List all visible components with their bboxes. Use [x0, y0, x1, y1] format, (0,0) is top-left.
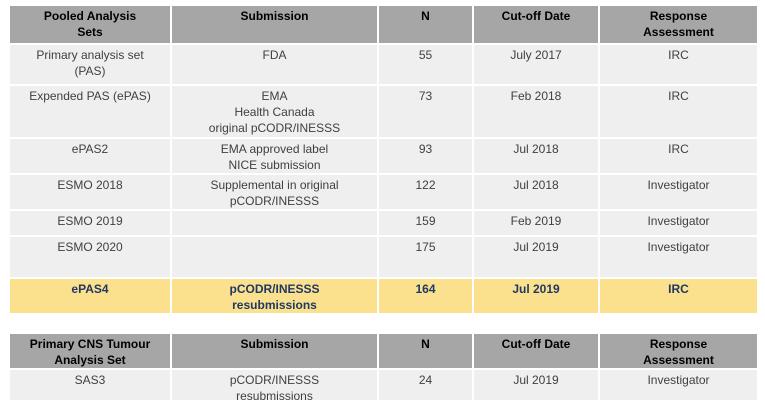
table-cell: Jul 2019 — [472, 235, 600, 279]
table-cell: IRC — [598, 277, 759, 315]
table-cell: ePAS4 — [8, 277, 172, 315]
table-cell: 122 — [377, 173, 474, 211]
table-cell: Investigator — [598, 235, 759, 279]
table-cell: ESMO 2020 — [8, 235, 172, 279]
table-cell: EMA Health Canada original pCODR/INESSS — [170, 84, 379, 139]
header-cell-response-assessment: Response Assessment — [598, 332, 759, 370]
table-cell: ESMO 2019 — [8, 209, 172, 237]
table-cell — [170, 235, 379, 279]
table-cell: IRC — [598, 84, 759, 139]
table-cell: Primary analysis set (PAS) — [8, 43, 172, 86]
table-header-row: Primary CNS Tumour Analysis Set Submissi… — [8, 332, 759, 370]
table-row-sas3: SAS3 pCODR/INESSS resubmissions 24 Jul 2… — [8, 368, 759, 400]
table-header-row: Pooled Analysis Sets Submission N Cut-of… — [8, 4, 759, 45]
table-row-epas2: ePAS2 EMA approved label NICE submission… — [8, 137, 759, 175]
table-cell: Jul 2018 — [472, 173, 600, 211]
table-cell: pCODR/INESSS resubmissions — [170, 368, 379, 400]
table-cell: IRC — [598, 43, 759, 86]
header-cell-pooled-analysis-sets: Pooled Analysis Sets — [8, 4, 172, 45]
table-row-esmo-2019: ESMO 2019 159 Feb 2019 Investigator — [8, 209, 759, 237]
header-cell-n: N — [377, 4, 474, 45]
table-cell: Supplemental in original pCODR/INESSS — [170, 173, 379, 211]
table-cell: ESMO 2018 — [8, 173, 172, 211]
pooled-analysis-sets-table: Pooled Analysis Sets Submission N Cut-of… — [8, 4, 759, 315]
table-cell: Investigator — [598, 173, 759, 211]
table-cell — [170, 209, 379, 237]
table-cell: EMA approved label NICE submission — [170, 137, 379, 175]
table-cell: Feb 2018 — [472, 84, 600, 139]
table-cell: SAS3 — [8, 368, 172, 400]
table-row-epas: Expended PAS (ePAS) EMA Health Canada or… — [8, 84, 759, 139]
header-cell-response-assessment: Response Assessment — [598, 4, 759, 45]
table-row-epas4-highlighted: ePAS4 pCODR/INESSS resubmissions 164 Jul… — [8, 277, 759, 315]
table-cell: July 2017 — [472, 43, 600, 86]
table-cell: 55 — [377, 43, 474, 86]
table-cell: Investigator — [598, 209, 759, 237]
table-cell: Jul 2019 — [472, 277, 600, 315]
table-cell: Feb 2019 — [472, 209, 600, 237]
table-cell: 175 — [377, 235, 474, 279]
header-cell-cutoff-date: Cut-off Date — [472, 332, 600, 370]
table-row-esmo-2020: ESMO 2020 175 Jul 2019 Investigator — [8, 235, 759, 279]
header-cell-cutoff-date: Cut-off Date — [472, 4, 600, 45]
header-cell-submission: Submission — [170, 4, 379, 45]
table-row-pas: Primary analysis set (PAS) FDA 55 July 2… — [8, 43, 759, 86]
table-cell: Jul 2019 — [472, 368, 600, 400]
table-cell: 164 — [377, 277, 474, 315]
table-cell: pCODR/INESSS resubmissions — [170, 277, 379, 315]
table-cell: 93 — [377, 137, 474, 175]
table-cell: Expended PAS (ePAS) — [8, 84, 172, 139]
table-cell: Jul 2018 — [472, 137, 600, 175]
header-cell-submission: Submission — [170, 332, 379, 370]
header-cell-n: N — [377, 332, 474, 370]
table-row-esmo-2018: ESMO 2018 Supplemental in original pCODR… — [8, 173, 759, 211]
table-cell: 24 — [377, 368, 474, 400]
table-cell: 159 — [377, 209, 474, 237]
primary-cns-tumour-table: Primary CNS Tumour Analysis Set Submissi… — [8, 332, 759, 400]
table-cell: FDA — [170, 43, 379, 86]
table-cell: ePAS2 — [8, 137, 172, 175]
table-cell: 73 — [377, 84, 474, 139]
table-cell: Investigator — [598, 368, 759, 400]
table-cell: IRC — [598, 137, 759, 175]
header-cell-primary-cns-tumour: Primary CNS Tumour Analysis Set — [8, 332, 172, 370]
